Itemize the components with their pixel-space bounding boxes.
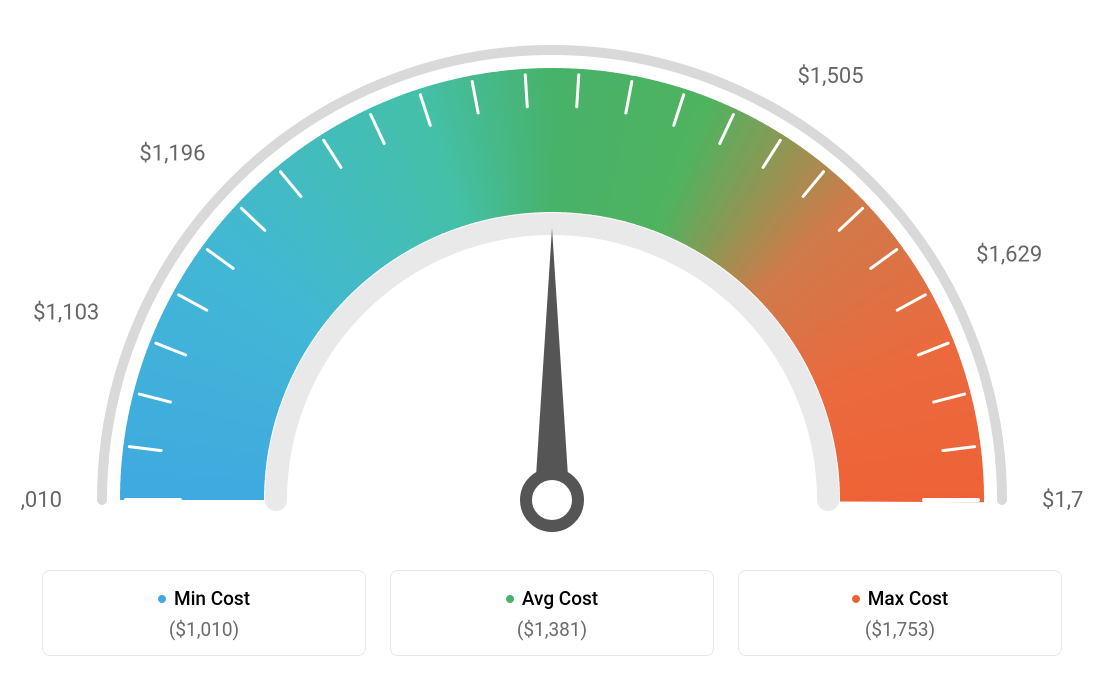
- legend-title-min: Min Cost: [158, 587, 250, 610]
- legend-card-max: Max Cost ($1,753): [738, 570, 1062, 656]
- svg-text:$1,505: $1,505: [797, 64, 863, 89]
- legend-value-min: ($1,010): [63, 618, 345, 641]
- legend-dot-max: [852, 595, 860, 603]
- legend-value-avg: ($1,381): [411, 618, 693, 641]
- svg-text:$1,381: $1,381: [519, 20, 585, 23]
- svg-text:$1,753: $1,753: [1042, 488, 1084, 513]
- svg-text:$1,196: $1,196: [139, 142, 205, 167]
- legend-title-max: Max Cost: [852, 587, 948, 610]
- gauge-chart: $1,010 $1,103 $1,196 $1,381 $1,505 $1,629 $1,7…: [20, 20, 1084, 560]
- legend-dot-min: [158, 595, 166, 603]
- legend-label-min: Min Cost: [174, 587, 250, 610]
- svg-text:$1,010: $1,010: [20, 488, 62, 513]
- legend-label-avg: Avg Cost: [522, 587, 598, 610]
- legend-label-max: Max Cost: [868, 587, 948, 610]
- legend-value-max: ($1,753): [759, 618, 1041, 641]
- legend-title-avg: Avg Cost: [506, 587, 598, 610]
- legend-card-min: Min Cost ($1,010): [42, 570, 366, 656]
- gauge-svg: $1,010 $1,103 $1,196 $1,381 $1,505 $1,629 $1,7…: [20, 20, 1084, 560]
- legend-row: Min Cost ($1,010) Avg Cost ($1,381) Max …: [42, 570, 1062, 656]
- svg-text:$1,103: $1,103: [33, 300, 99, 325]
- legend-dot-avg: [506, 595, 514, 603]
- legend-card-avg: Avg Cost ($1,381): [390, 570, 714, 656]
- svg-text:$1,629: $1,629: [976, 243, 1042, 268]
